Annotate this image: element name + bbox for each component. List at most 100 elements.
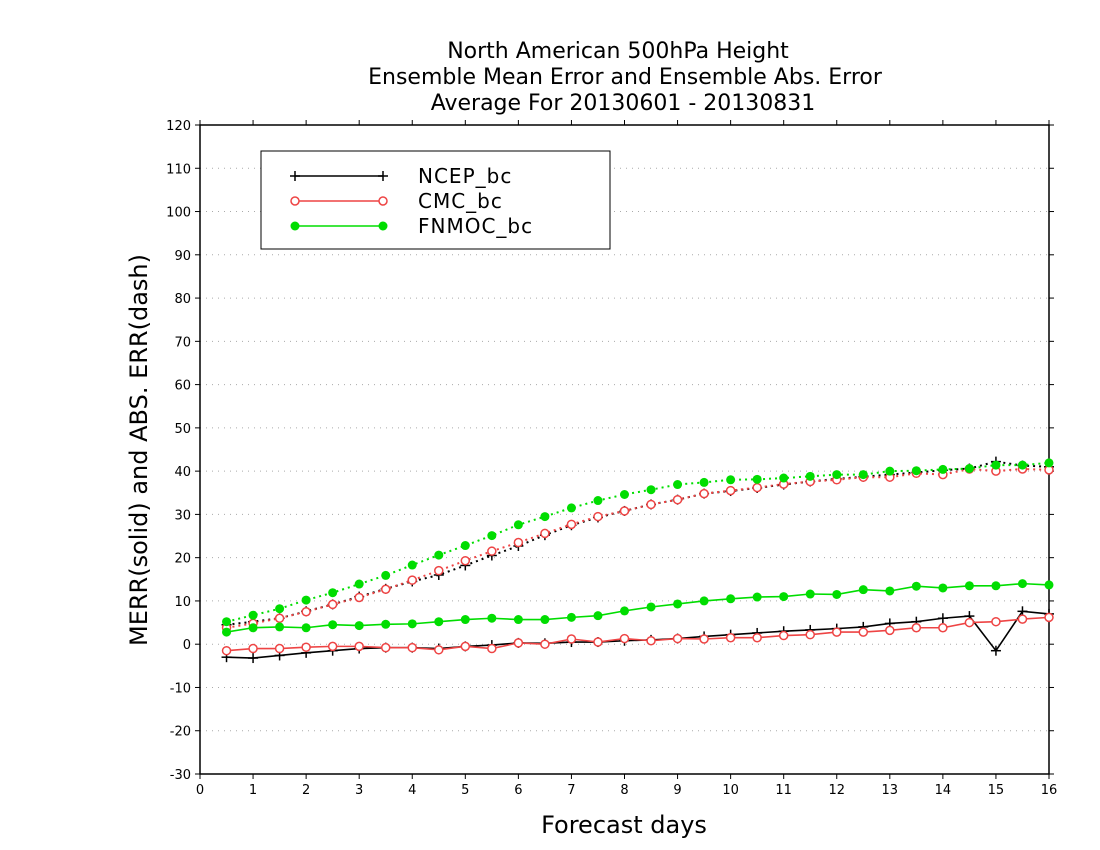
- merr-point: [752, 632, 762, 643]
- legend-box: [260, 150, 611, 250]
- merr-point: [354, 641, 364, 652]
- abs-err-point: [805, 471, 815, 481]
- abs-err-point: [911, 466, 921, 476]
- merr-point: [646, 602, 656, 612]
- merr-point: [991, 581, 1001, 591]
- merr-point: [991, 616, 1001, 627]
- legend-item-cmc-bc: CMC_bc: [290, 189, 502, 213]
- merr-point: [487, 613, 497, 623]
- abs-err-point: [540, 528, 550, 539]
- merr-point: [248, 643, 258, 654]
- merr-point: [301, 642, 311, 652]
- y-tick-label: 30: [174, 508, 191, 523]
- abs-err-point: [487, 546, 497, 556]
- x-tick-label: 6: [514, 783, 522, 798]
- x-tick-label: 9: [673, 783, 681, 798]
- y-tick-label: 80: [174, 292, 191, 307]
- abs-err-point: [1044, 458, 1054, 468]
- legend-label: FNMOC_bc: [418, 214, 533, 238]
- y-axis: -30 -20 -10 0 10 20 30 40 50 60 70 80 90 100 110 120: [166, 119, 1054, 783]
- merr-point: [301, 623, 311, 633]
- abs-err-point: [725, 485, 736, 496]
- merr-point: [566, 612, 576, 622]
- abs-err-point: [328, 588, 338, 598]
- y-tick-label: 110: [166, 162, 191, 177]
- title-line-1: North American 500hPa Height: [447, 39, 789, 64]
- abs-err-point: [566, 519, 577, 530]
- merr-point: [460, 641, 471, 652]
- abs-err-point: [354, 592, 364, 603]
- abs-err-point: [620, 489, 629, 499]
- merr-point: [858, 585, 868, 595]
- y-tick-label: 70: [174, 335, 191, 350]
- x-tick-label: 12: [828, 783, 845, 798]
- abs-err-point: [248, 610, 258, 620]
- abs-err-point: [381, 570, 391, 580]
- merr-point: [858, 627, 869, 637]
- abs-err-point: [434, 550, 444, 560]
- abs-err-point: [566, 503, 576, 513]
- merr-point: [487, 643, 497, 654]
- merr-point: [938, 583, 948, 593]
- merr-point: [672, 633, 683, 644]
- merr-point: [381, 619, 391, 629]
- merr-point: [221, 645, 232, 656]
- merr-point: [1044, 580, 1054, 590]
- merr-point: [434, 617, 444, 627]
- abs-err-point: [779, 473, 789, 483]
- merr-point: [725, 632, 736, 643]
- series-fnmoc-bc: [222, 458, 1054, 637]
- merr-line-cmc-bc: [226, 616, 1050, 652]
- abs-err-point: [646, 485, 656, 495]
- title-line-3: Average For 20130601 - 20130831: [431, 91, 816, 116]
- abs-err-point: [752, 474, 762, 484]
- y-tick-label: -20: [170, 725, 191, 740]
- x-axis-label: Forecast days: [541, 811, 707, 839]
- abs-err-point: [513, 520, 523, 530]
- x-tick-label: 10: [722, 783, 739, 798]
- x-tick-label: 13: [882, 783, 899, 798]
- merr-point: [699, 596, 709, 606]
- merr-point: [248, 623, 258, 633]
- merr-point: [832, 627, 842, 637]
- merr-point: [964, 581, 974, 591]
- merr-point: [513, 615, 523, 625]
- legend-marker: [290, 221, 300, 231]
- legend-item-fnmoc-bc: FNMOC_bc: [290, 214, 533, 238]
- merr-point: [911, 581, 921, 591]
- x-tick-label: 11: [775, 783, 792, 798]
- y-tick-label: -10: [170, 681, 191, 696]
- merr-point: [513, 638, 524, 648]
- y-tick-label: 120: [166, 119, 191, 134]
- y-tick-label: 0: [183, 638, 191, 653]
- x-tick-label: 7: [567, 783, 575, 798]
- merr-point: [540, 639, 550, 649]
- legend-item-ncep-bc: NCEP_bc: [290, 164, 511, 188]
- merr-point: [805, 589, 815, 599]
- y-tick-label: -30: [170, 768, 191, 783]
- y-tick-label: 20: [174, 552, 191, 567]
- abs-err-point: [460, 555, 471, 566]
- abs-err-point: [593, 496, 603, 506]
- abs-err-point: [673, 480, 683, 490]
- series-layer: [221, 456, 1054, 664]
- x-tick-label: 3: [355, 783, 363, 798]
- merr-point: [1017, 614, 1028, 624]
- y-tick-label: 10: [174, 595, 191, 610]
- merr-point: [673, 599, 683, 609]
- abs-err-point: [619, 506, 630, 516]
- merr-point: [327, 641, 338, 652]
- y-tick-label: 90: [174, 249, 191, 264]
- merr-point: [699, 634, 709, 644]
- merr-point: [407, 619, 417, 629]
- abs-err-point: [301, 595, 311, 605]
- abs-err-point: [354, 579, 364, 589]
- x-tick-label: 14: [935, 783, 952, 798]
- merr-point: [752, 592, 762, 602]
- abs-err-point: [646, 499, 656, 510]
- merr-point: [885, 586, 895, 596]
- merr-point: [964, 617, 975, 628]
- abs-err-point: [487, 531, 497, 541]
